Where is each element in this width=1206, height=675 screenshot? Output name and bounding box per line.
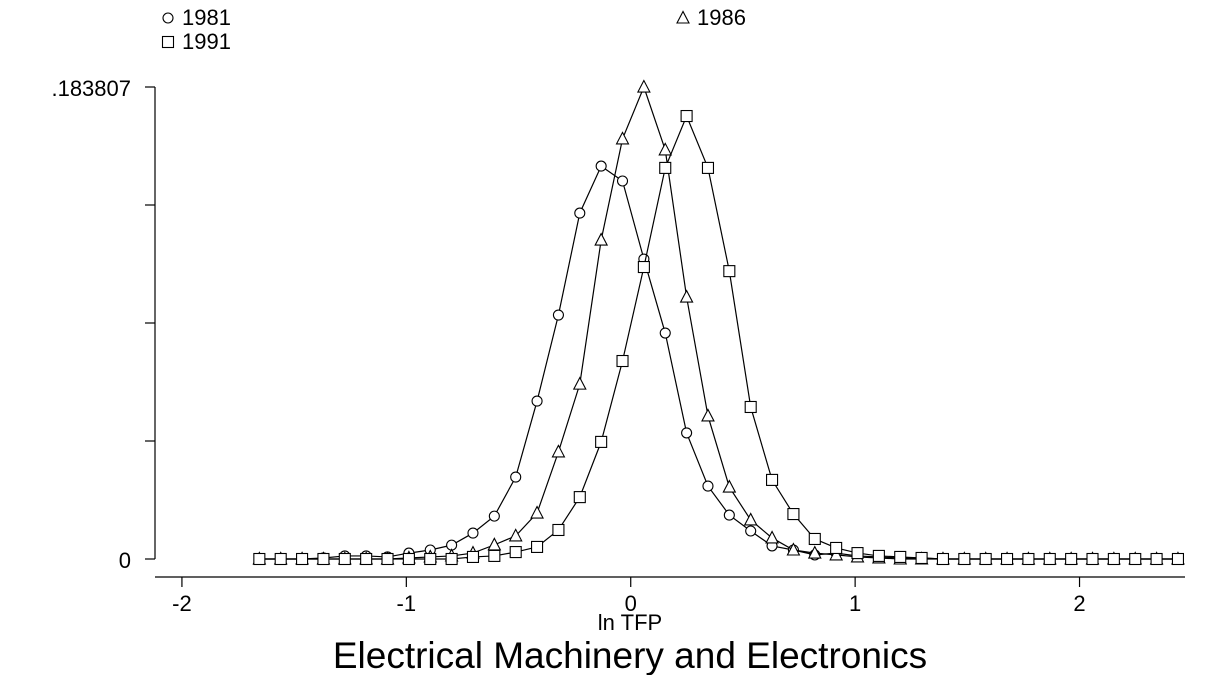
x-tick-label: -2: [172, 591, 192, 616]
series-line: [259, 165, 1178, 560]
data-point: [658, 142, 673, 156]
data-point: [552, 523, 565, 537]
data-point: [723, 265, 736, 278]
data-point: [488, 549, 501, 562]
legend-marker: [161, 35, 175, 49]
data-point: [1065, 552, 1078, 566]
data-point: [958, 552, 971, 566]
data-point: [915, 551, 928, 565]
data-point: [424, 552, 437, 566]
data-point: [466, 550, 480, 563]
data-point: [659, 161, 672, 174]
data-point: [681, 427, 693, 439]
legend-label: 1986: [697, 5, 746, 30]
data-point: [551, 444, 566, 458]
legend-label: 1981: [182, 5, 231, 30]
data-point: [745, 525, 757, 537]
data-point: [701, 408, 715, 422]
data-point: [296, 552, 309, 566]
x-tick-label: 0: [625, 591, 637, 616]
data-point: [594, 232, 609, 246]
data-point: [1129, 552, 1142, 566]
data-point: [488, 510, 500, 522]
y-tick-label: .183807: [51, 76, 131, 101]
data-point: [979, 552, 992, 566]
legend-marker: [676, 10, 690, 24]
data-point: [765, 530, 779, 544]
data-point: [253, 552, 266, 566]
data-point: [787, 508, 800, 521]
data-point: [701, 161, 715, 174]
data-point: [615, 131, 630, 145]
data-point: [723, 509, 735, 521]
data-point: [872, 549, 885, 562]
data-point: [338, 552, 351, 566]
data-point: [530, 505, 544, 519]
data-point: [830, 541, 843, 555]
data-point: [360, 552, 373, 566]
data-point: [574, 207, 586, 219]
data-point: [552, 309, 564, 321]
data-point: [894, 550, 907, 563]
data-point: [1150, 552, 1163, 566]
data-point: [467, 527, 479, 539]
data-point: [573, 491, 586, 504]
y-tick-label: 0: [119, 548, 131, 573]
data-point: [1022, 552, 1035, 566]
x-tick-label: 2: [1073, 591, 1085, 616]
data-point: [808, 532, 821, 546]
series-line: [259, 85, 1178, 560]
data-point: [1043, 552, 1056, 566]
data-point: [829, 547, 844, 561]
x-axis-label: ln TFP: [598, 610, 662, 635]
data-point: [1001, 552, 1014, 566]
legend-label: 1991: [182, 29, 231, 54]
data-point: [508, 528, 523, 542]
x-tick-label: 1: [849, 591, 861, 616]
data-point: [402, 552, 415, 566]
data-point: [317, 552, 330, 566]
data-point: [531, 540, 544, 553]
data-point: [702, 480, 714, 492]
data-point: [659, 327, 671, 339]
data-point: [274, 552, 287, 566]
x-tick-label: -1: [397, 591, 417, 616]
data-point: [851, 547, 864, 560]
data-point: [743, 512, 758, 526]
data-point: [1086, 552, 1099, 566]
data-point: [722, 479, 737, 493]
data-point: [595, 435, 608, 448]
data-point: [572, 376, 587, 390]
data-point: [679, 289, 694, 303]
data-point: [616, 354, 629, 368]
data-point: [636, 79, 651, 93]
series-line: [259, 114, 1178, 560]
data-point: [509, 546, 522, 559]
data-point: [786, 542, 801, 556]
data-point: [381, 552, 394, 566]
data-point: [595, 160, 607, 172]
data-point: [616, 175, 629, 187]
data-point: [744, 400, 757, 414]
data-point: [766, 473, 779, 486]
data-point: [1171, 552, 1185, 566]
data-point: [680, 109, 693, 123]
data-point: [531, 395, 543, 407]
legend-marker: [162, 12, 174, 24]
data-point: [510, 471, 522, 483]
data-point: [487, 537, 502, 551]
data-point: [445, 552, 458, 566]
chart-title: Electrical Machinery and Electronics: [333, 635, 927, 675]
data-point: [1107, 552, 1120, 566]
data-point: [807, 545, 822, 559]
data-point: [936, 552, 950, 566]
data-point: [637, 260, 650, 274]
